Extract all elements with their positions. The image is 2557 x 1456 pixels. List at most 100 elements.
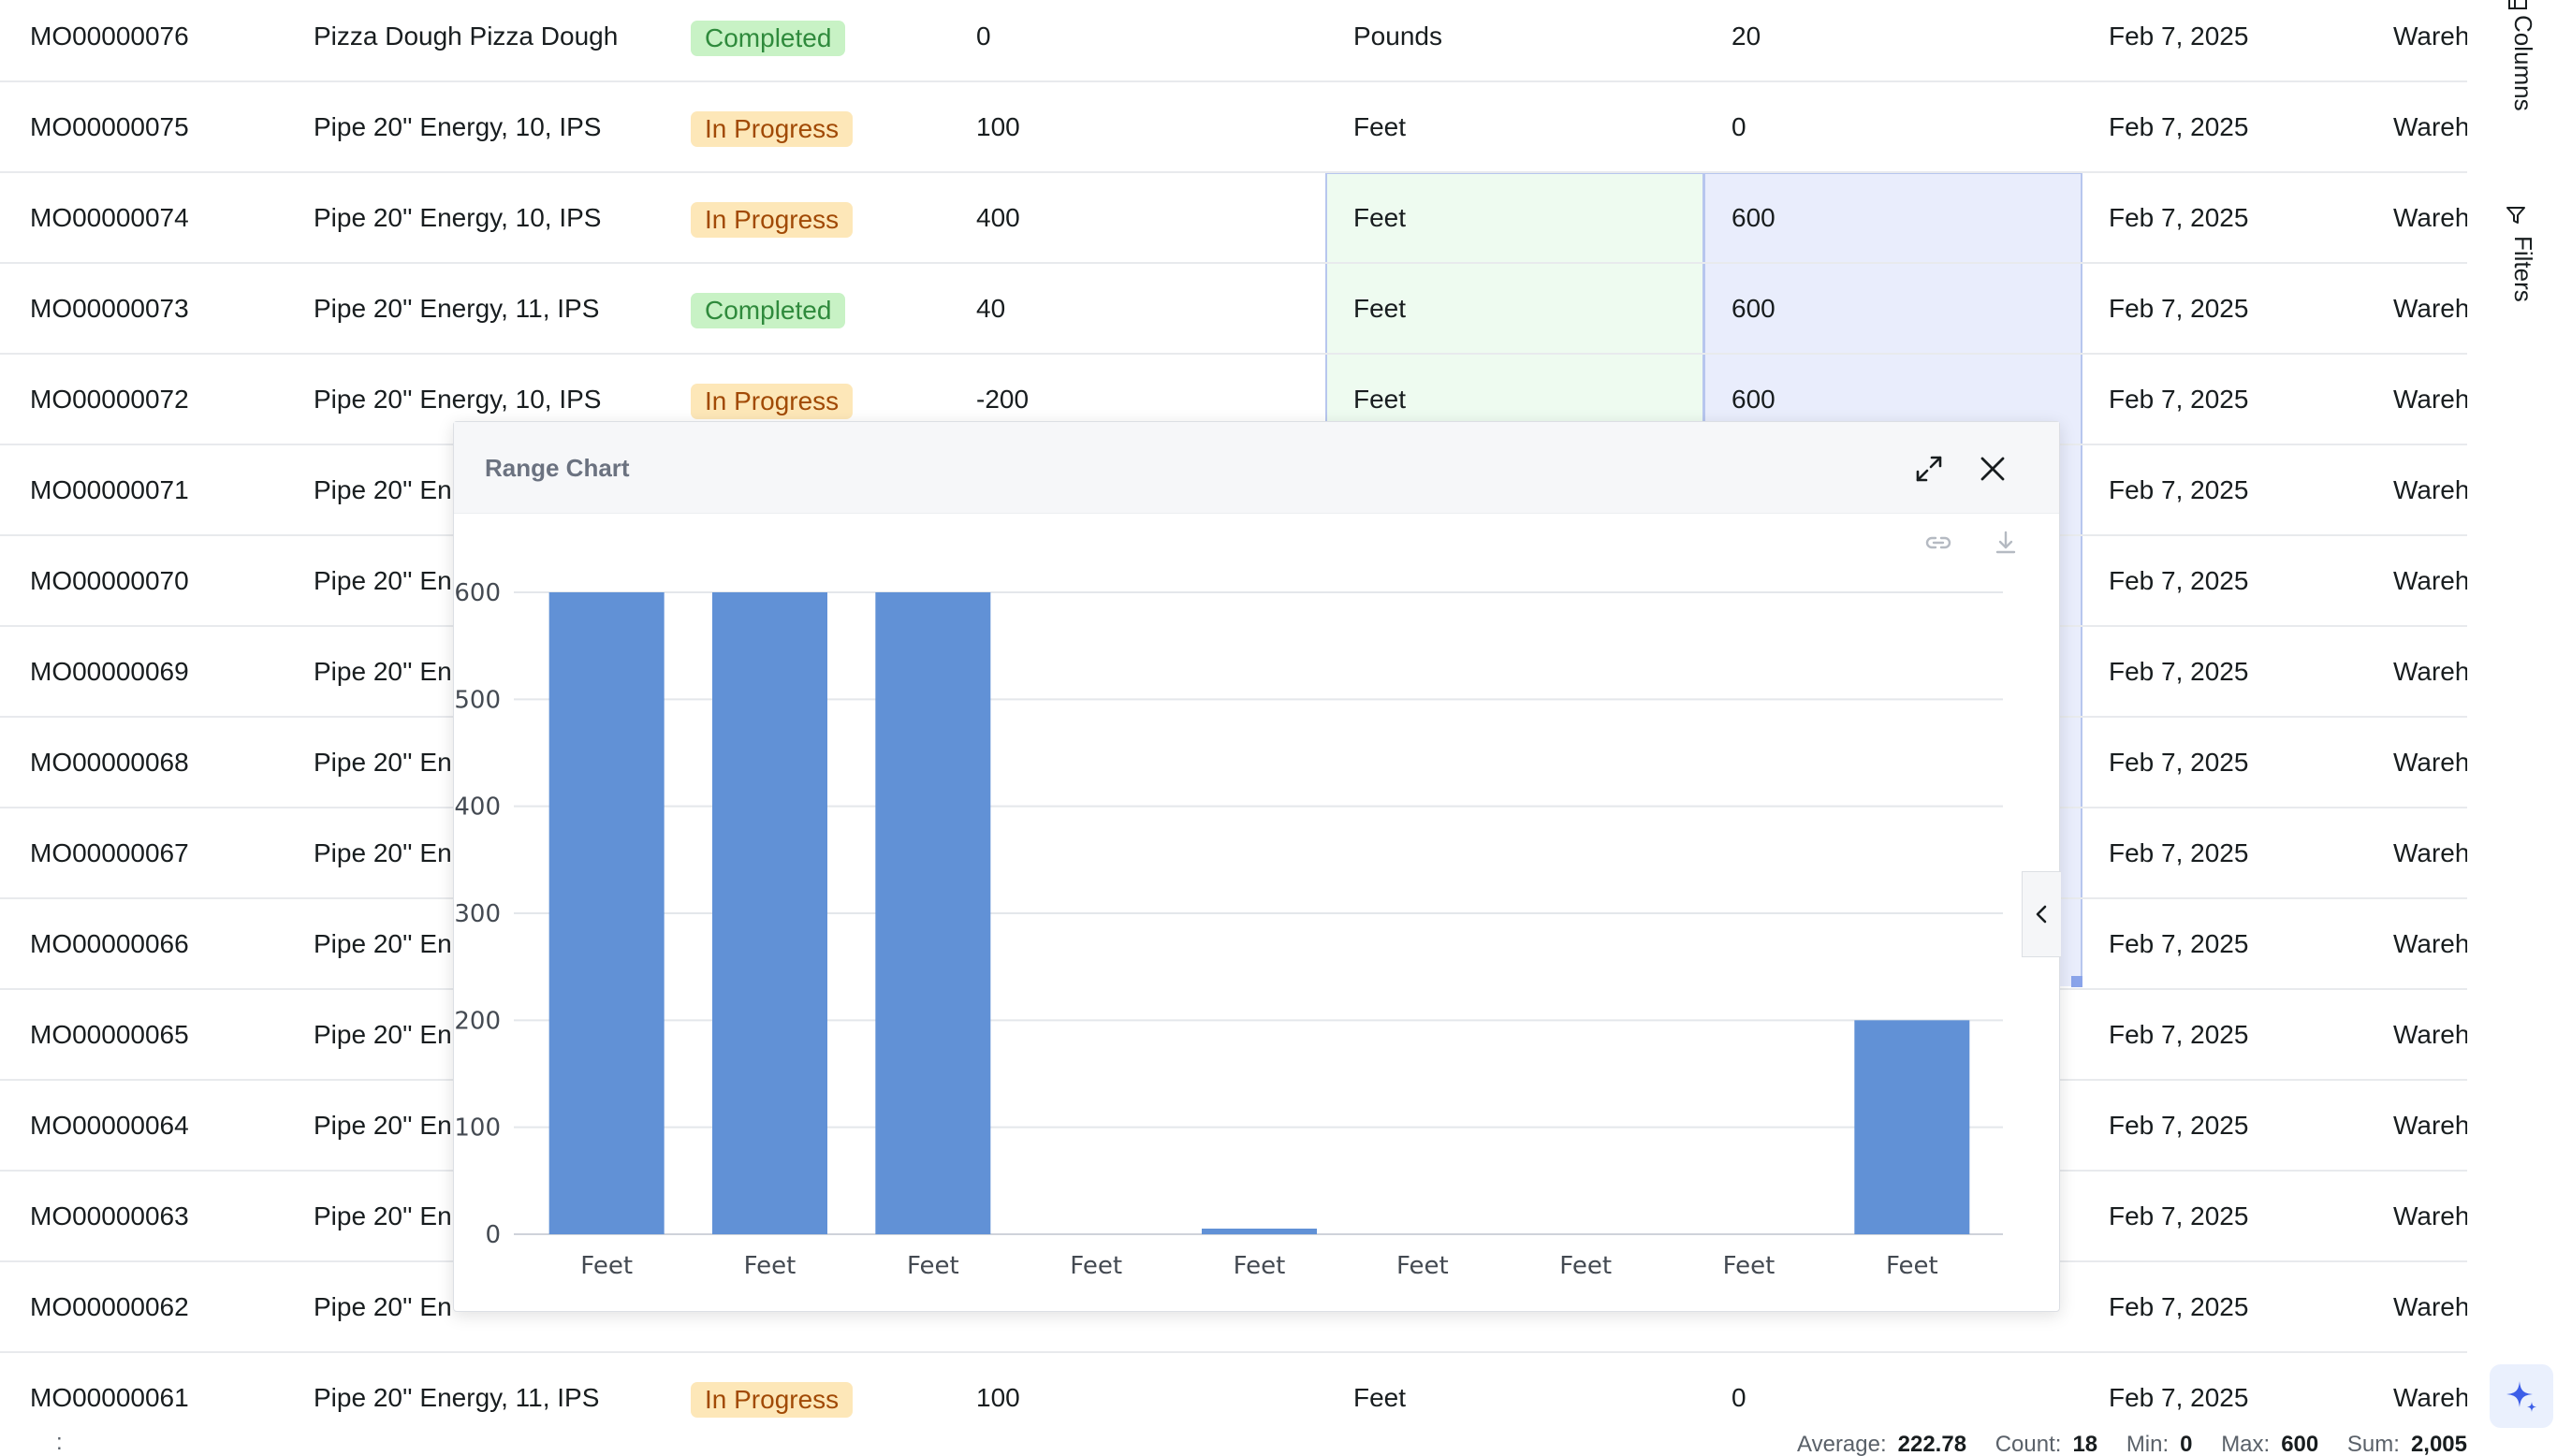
order-id-cell[interactable]: MO00000064 [30,1111,189,1140]
warehouse-cell[interactable]: Wareho [2393,112,2467,141]
uom-cell[interactable]: Feet [1353,1383,1407,1412]
warehouse-cell[interactable]: Wareho [2393,929,2467,958]
order-id-cell[interactable]: MO00000062 [30,1292,189,1321]
quantity-cell[interactable]: 400 [976,203,1020,232]
order-id-cell[interactable]: MO00000071 [30,475,189,504]
item-cell[interactable]: Pipe 20'' En [314,1201,452,1230]
order-id-cell[interactable]: MO00000074 [30,203,189,232]
warehouse-cell[interactable]: Wareho [2393,294,2467,323]
order-id-cell[interactable]: MO00000075 [30,112,189,141]
order-id-cell[interactable]: MO00000068 [30,748,189,777]
order-id-cell[interactable]: MO00000067 [30,838,189,867]
quantity-cell[interactable]: 100 [976,112,1020,141]
amount-cell[interactable]: 20 [1731,22,1761,51]
status-cell[interactable]: In Progress [691,1353,962,1432]
amount-cell[interactable]: 0 [1731,112,1746,141]
date-cell[interactable]: Feb 7, 2025 [2109,1201,2249,1230]
quantity-cell[interactable]: 100 [976,1383,1020,1412]
warehouse-cell[interactable]: Wareho [2393,1111,2467,1140]
quantity-cell[interactable]: -200 [976,385,1030,414]
uom-cell[interactable]: Feet [1353,112,1407,141]
status-cell[interactable]: In Progress [691,82,962,172]
date-cell[interactable]: Feb 7, 2025 [2109,838,2249,867]
uom-cell[interactable]: Pounds [1353,22,1442,51]
date-cell[interactable]: Feb 7, 2025 [2109,385,2249,414]
table-row[interactable]: MO00000061 Pipe 20'' Energy, 11, IPS In Pr… [0,1353,2467,1432]
item-cell[interactable]: Pipe 20'' En [314,1111,452,1140]
date-cell[interactable]: Feb 7, 2025 [2109,1020,2249,1049]
item-cell[interactable]: Pipe 20'' Energy, 10, IPS [314,112,602,141]
date-cell[interactable]: Feb 7, 2025 [2109,566,2249,595]
order-id-cell[interactable]: MO00000073 [30,294,189,323]
date-cell[interactable]: Feb 7, 2025 [2109,657,2249,686]
table-row[interactable]: MO00000067 Pipe 20'' En Feb 7, 2025 Wareho [0,808,2467,899]
quantity-cell[interactable]: 0 [976,22,991,51]
status-cell[interactable]: Completed [691,264,962,354]
order-id-cell[interactable]: MO00000065 [30,1020,189,1049]
amount-cell[interactable]: 600 [1731,294,1775,323]
warehouse-cell[interactable]: Wareho [2393,203,2467,232]
warehouse-cell[interactable]: Wareho [2393,748,2467,777]
order-id-cell[interactable]: MO00000061 [30,1383,189,1412]
date-cell[interactable]: Feb 7, 2025 [2109,1292,2249,1321]
item-cell[interactable]: Pipe 20'' En [314,748,452,777]
uom-cell[interactable]: Feet [1353,385,1407,414]
chart-panel-toggle[interactable] [2022,871,2061,957]
order-id-cell[interactable]: MO00000069 [30,657,189,686]
date-cell[interactable]: Feb 7, 2025 [2109,294,2249,323]
item-cell[interactable]: Pipe 20'' Energy, 10, IPS [314,385,602,414]
date-cell[interactable]: Feb 7, 2025 [2109,1383,2249,1412]
date-cell[interactable]: Feb 7, 2025 [2109,929,2249,958]
filters-tab[interactable]: Filters [2471,198,2537,311]
order-id-cell[interactable]: MO00000070 [30,566,189,595]
warehouse-cell[interactable]: Wareho [2393,385,2467,414]
uom-cell[interactable]: Feet [1353,203,1407,232]
item-cell[interactable]: Pipe 20'' En [314,1292,452,1321]
date-cell[interactable]: Feb 7, 2025 [2109,475,2249,504]
item-cell[interactable]: Pipe 20'' En [314,838,452,867]
date-cell[interactable]: Feb 7, 2025 [2109,748,2249,777]
item-cell[interactable]: Pipe 20'' En [314,475,452,504]
close-button[interactable] [1974,450,2011,488]
columns-tab[interactable]: Columns [2471,0,2537,122]
ai-assistant-button[interactable] [2490,1364,2553,1428]
date-cell[interactable]: Feb 7, 2025 [2109,203,2249,232]
order-id-cell[interactable]: MO00000063 [30,1201,189,1230]
table-row[interactable]: MO00000075 Pipe 20'' Energy, 10, IPS In Pr… [0,82,2467,173]
warehouse-cell[interactable]: Wareho [2393,22,2467,51]
warehouse-cell[interactable]: Wareho [2393,475,2467,504]
status-cell[interactable]: In Progress [691,173,962,263]
order-id-cell[interactable]: MO00000066 [30,929,189,958]
link-button[interactable] [1923,528,1953,558]
item-cell[interactable]: Pipe 20'' En [314,929,452,958]
date-cell[interactable]: Feb 7, 2025 [2109,1111,2249,1140]
date-cell[interactable]: Feb 7, 2025 [2109,22,2249,51]
amount-cell[interactable]: 600 [1731,203,1775,232]
amount-cell[interactable]: 0 [1731,1383,1746,1412]
order-id-cell[interactable]: MO00000072 [30,385,189,414]
status-cell[interactable]: Completed [691,0,962,81]
warehouse-cell[interactable]: Wareho [2393,566,2467,595]
date-cell[interactable]: Feb 7, 2025 [2109,112,2249,141]
warehouse-cell[interactable]: Wareho [2393,1201,2467,1230]
order-id-cell[interactable]: MO00000076 [30,22,189,51]
download-button[interactable] [1991,528,2021,558]
item-cell[interactable]: Pipe 20'' En [314,657,452,686]
table-row[interactable]: MO00000073 Pipe 20'' Energy, 11, IPS Compl… [0,264,2467,355]
item-cell[interactable]: Pipe 20'' Energy, 10, IPS [314,203,602,232]
uom-cell[interactable]: Feet [1353,294,1407,323]
item-cell[interactable]: Pipe 20'' Energy, 11, IPS [314,294,600,323]
item-cell[interactable]: Pizza Dough Pizza Dough [314,22,619,51]
status-cell[interactable]: In Progress [691,355,962,444]
table-row[interactable]: MO00000074 Pipe 20'' Energy, 10, IPS In Pr… [0,173,2467,264]
item-cell[interactable]: Pipe 20'' En [314,566,452,595]
maximize-button[interactable] [1910,450,1948,488]
range-fill-handle[interactable] [2071,976,2082,987]
warehouse-cell[interactable]: Wareho [2393,1383,2467,1412]
quantity-cell[interactable]: 40 [976,294,1006,323]
amount-cell[interactable]: 600 [1731,385,1775,414]
item-cell[interactable]: Pipe 20'' En [314,1020,452,1049]
item-cell[interactable]: Pipe 20'' Energy, 11, IPS [314,1383,600,1412]
table-row[interactable]: MO00000076 Pizza Dough Pizza Dough Complet… [0,0,2467,82]
status-bar-menu[interactable]: : [56,1430,63,1455]
